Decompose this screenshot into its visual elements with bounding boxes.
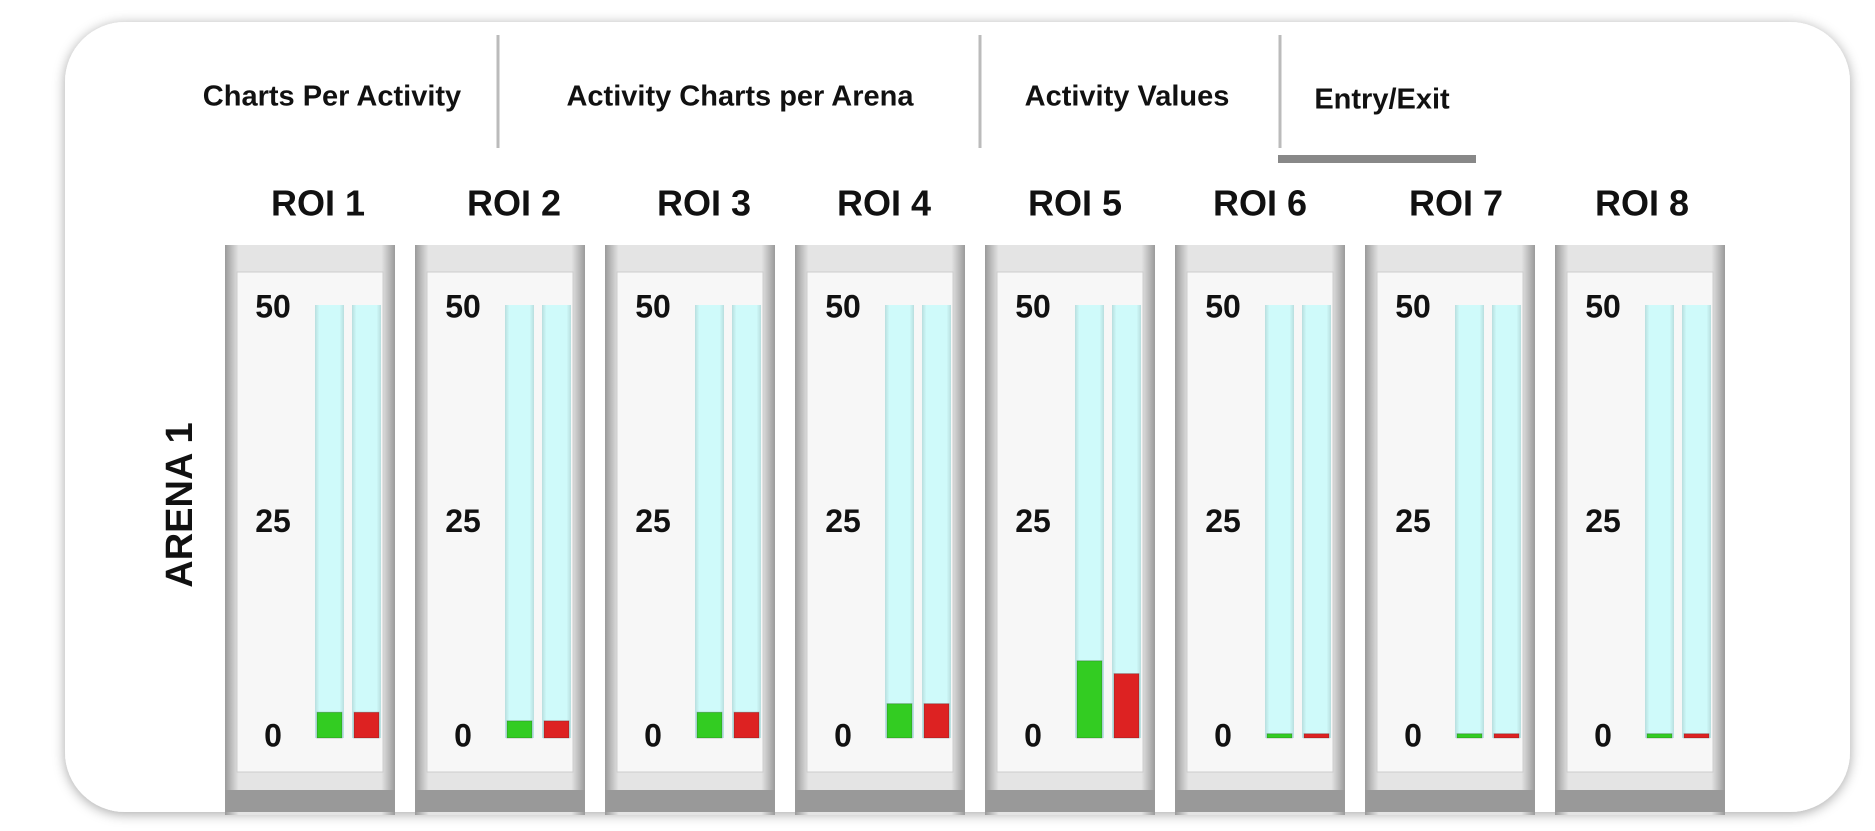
y-tick-label: 0 — [1404, 717, 1422, 753]
panel-bottom — [985, 790, 1155, 812]
y-tick-label: 50 — [635, 288, 671, 324]
panel-bottom — [795, 790, 965, 812]
y-tick-label: 25 — [635, 503, 671, 539]
y-tick-label: 25 — [1395, 503, 1431, 539]
y-tick-label: 50 — [1585, 288, 1621, 324]
bar-track — [505, 305, 534, 738]
bar — [923, 703, 950, 739]
bar — [316, 711, 343, 739]
y-tick-label: 0 — [644, 717, 662, 753]
roi-title: ROI 6 — [1213, 183, 1307, 224]
bar — [1646, 733, 1673, 739]
y-tick-label: 25 — [255, 503, 291, 539]
bar — [1303, 733, 1330, 739]
y-tick-label: 50 — [1015, 288, 1051, 324]
bar — [1266, 733, 1293, 739]
roi-title: ROI 4 — [837, 183, 931, 224]
y-tick-label: 0 — [1024, 717, 1042, 753]
bar — [1493, 733, 1520, 739]
tab[interactable]: Charts Per Activity — [203, 81, 461, 113]
bar — [1113, 673, 1140, 739]
tab[interactable]: Activity Charts per Arena — [566, 81, 914, 113]
bar-track — [315, 305, 344, 738]
roi-title: ROI 8 — [1595, 183, 1689, 224]
panel-bottom — [605, 790, 775, 812]
roi-title: ROI 7 — [1409, 183, 1503, 224]
y-tick-label: 0 — [1594, 717, 1612, 753]
active-tab[interactable]: Entry/Exit — [1314, 84, 1450, 116]
bar — [1456, 733, 1483, 739]
bar — [886, 703, 913, 739]
bar — [543, 720, 570, 739]
arena-label: ARENA 1 — [159, 422, 201, 587]
bar — [1683, 733, 1710, 739]
roi-title: ROI 1 — [271, 183, 365, 224]
bar — [733, 711, 760, 739]
bar-track — [695, 305, 724, 738]
roi-title: ROI 5 — [1028, 183, 1122, 224]
bar-track — [885, 305, 914, 738]
y-tick-label: 50 — [1395, 288, 1431, 324]
bar-track — [1112, 305, 1141, 738]
bar — [696, 711, 723, 739]
bar-track — [1265, 305, 1294, 738]
y-tick-label: 25 — [1585, 503, 1621, 539]
bar-track — [1645, 305, 1674, 738]
bar-track — [1492, 305, 1521, 738]
y-tick-label: 0 — [834, 717, 852, 753]
y-tick-label: 25 — [445, 503, 481, 539]
y-tick-label: 50 — [825, 288, 861, 324]
roi-title: ROI 3 — [657, 183, 751, 224]
tab-underline — [1278, 155, 1476, 163]
y-tick-label: 50 — [445, 288, 481, 324]
bar-track — [732, 305, 761, 738]
tab[interactable]: Activity Values — [1025, 81, 1230, 113]
panel-bottom — [225, 790, 395, 812]
panel-bottom — [415, 790, 585, 812]
y-tick-label: 50 — [255, 288, 291, 324]
y-tick-label: 0 — [454, 717, 472, 753]
bar-track — [1455, 305, 1484, 738]
y-tick-label: 0 — [1214, 717, 1232, 753]
bar-track — [352, 305, 381, 738]
y-tick-label: 0 — [264, 717, 282, 753]
roi-title: ROI 2 — [467, 183, 561, 224]
panel-bottom — [1555, 790, 1725, 812]
bar-track — [1682, 305, 1711, 738]
bar — [1076, 660, 1103, 739]
bar-track — [542, 305, 571, 738]
bar — [506, 720, 533, 739]
bar-track — [1302, 305, 1331, 738]
bar — [353, 711, 380, 739]
y-tick-label: 25 — [825, 503, 861, 539]
bar-track — [922, 305, 951, 738]
panel-bottom — [1175, 790, 1345, 812]
panel-bottom — [1365, 790, 1535, 812]
y-tick-label: 25 — [1205, 503, 1241, 539]
y-tick-label: 50 — [1205, 288, 1241, 324]
y-tick-label: 25 — [1015, 503, 1051, 539]
